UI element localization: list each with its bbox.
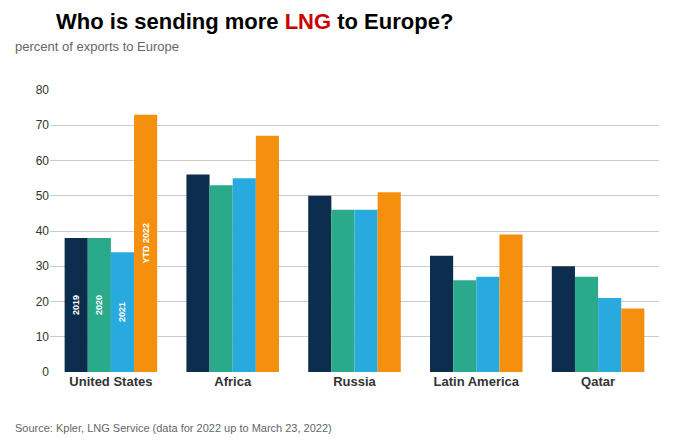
svg-text:2021: 2021: [117, 302, 127, 322]
svg-text:40: 40: [36, 224, 50, 238]
svg-text:2020: 2020: [94, 295, 104, 315]
svg-text:Latin America: Latin America: [434, 374, 520, 389]
svg-text:30: 30: [36, 259, 50, 273]
svg-text:60: 60: [36, 154, 50, 168]
svg-text:Who is sending more LNG to Eur: Who is sending more LNG to Europe?: [56, 9, 453, 34]
svg-text:YTD 2022: YTD 2022: [141, 223, 151, 264]
svg-text:United States: United States: [69, 374, 152, 389]
svg-text:Qatar: Qatar: [581, 374, 615, 389]
svg-text:0: 0: [42, 365, 49, 379]
svg-text:Africa: Africa: [214, 374, 252, 389]
svg-text:percent of exports to Europe: percent of exports to Europe: [15, 39, 179, 54]
svg-text:50: 50: [36, 189, 50, 203]
svg-text:Russia: Russia: [333, 374, 376, 389]
svg-text:10: 10: [36, 330, 50, 344]
svg-text:70: 70: [36, 118, 50, 132]
svg-text:20: 20: [36, 295, 50, 309]
svg-text:2019: 2019: [71, 295, 81, 315]
svg-text:Source: Kpler, LNG Service (da: Source: Kpler, LNG Service (data for 202…: [15, 422, 332, 434]
svg-text:80: 80: [36, 83, 50, 97]
